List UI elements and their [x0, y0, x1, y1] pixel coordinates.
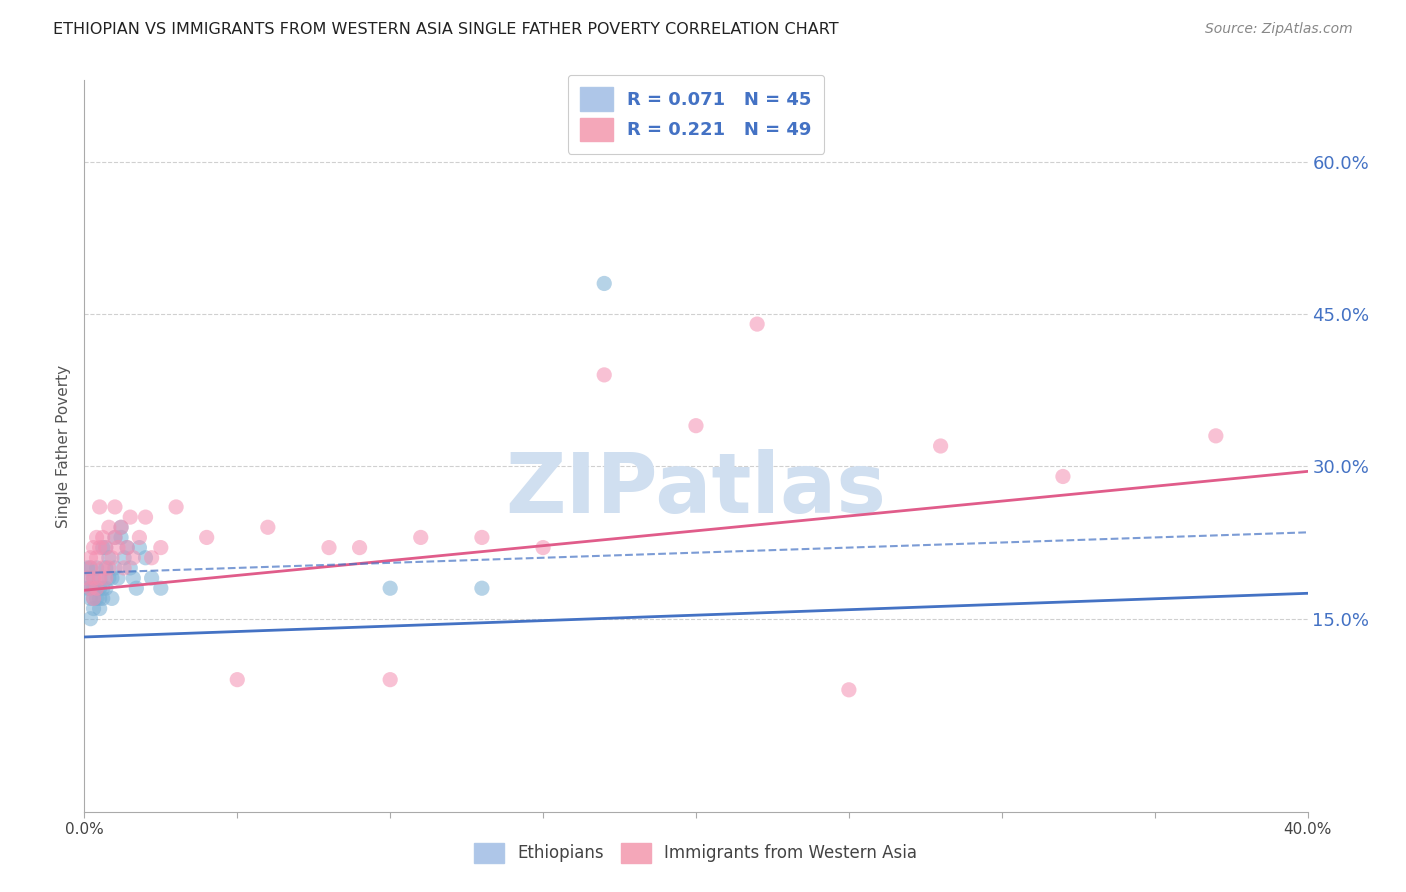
Point: [83, 541, 105, 555]
Point: [86, 581, 108, 595]
Point: [110, 530, 132, 544]
Point: [86, 561, 108, 575]
Point: [101, 571, 124, 585]
Point: [97, 520, 120, 534]
Point: [97, 561, 120, 575]
Point: [83, 591, 105, 606]
Point: [94, 571, 117, 585]
Point: [79, 550, 101, 565]
Point: [89, 581, 111, 595]
Point: [89, 571, 111, 585]
Point: [349, 541, 371, 555]
Point: [83, 591, 105, 606]
Point: [125, 581, 148, 595]
Point: [86, 530, 108, 544]
Point: [838, 682, 860, 697]
Point: [149, 581, 172, 595]
Point: [165, 500, 187, 514]
Point: [115, 541, 138, 555]
Point: [747, 317, 769, 331]
Point: [380, 581, 402, 595]
Point: [101, 550, 124, 565]
Point: [380, 673, 402, 687]
Legend: Ethiopians, Immigrants from Western Asia: Ethiopians, Immigrants from Western Asia: [468, 837, 924, 869]
Point: [101, 591, 124, 606]
Point: [149, 541, 172, 555]
Point: [112, 561, 135, 575]
Point: [195, 530, 218, 544]
Text: Source: ZipAtlas.com: Source: ZipAtlas.com: [1205, 22, 1353, 37]
Text: ETHIOPIAN VS IMMIGRANTS FROM WESTERN ASIA SINGLE FATHER POVERTY CORRELATION CHAR: ETHIOPIAN VS IMMIGRANTS FROM WESTERN ASI…: [53, 22, 839, 37]
Point: [97, 550, 120, 565]
Point: [104, 561, 127, 575]
Point: [83, 601, 105, 615]
Point: [471, 530, 494, 544]
Point: [107, 541, 129, 555]
Point: [83, 571, 105, 585]
Point: [110, 520, 132, 534]
Point: [86, 550, 108, 565]
Point: [79, 581, 101, 595]
Point: [94, 541, 117, 555]
Point: [120, 561, 142, 575]
Point: [531, 541, 554, 555]
Point: [79, 581, 101, 595]
Point: [79, 561, 101, 575]
Point: [1052, 469, 1074, 483]
Point: [76, 581, 98, 595]
Point: [141, 571, 163, 585]
Point: [1205, 429, 1227, 443]
Point: [135, 550, 157, 565]
Point: [107, 571, 129, 585]
Y-axis label: Single Father Poverty: Single Father Poverty: [56, 365, 72, 527]
Point: [89, 601, 111, 615]
Point: [593, 277, 616, 291]
Point: [91, 561, 114, 575]
Point: [89, 500, 111, 514]
Point: [135, 510, 157, 524]
Point: [89, 591, 111, 606]
Point: [97, 571, 120, 585]
Point: [112, 550, 135, 565]
Point: [128, 541, 150, 555]
Point: [122, 571, 145, 585]
Point: [122, 550, 145, 565]
Point: [79, 591, 101, 606]
Point: [86, 581, 108, 595]
Point: [91, 530, 114, 544]
Point: [318, 541, 340, 555]
Point: [120, 510, 142, 524]
Point: [94, 561, 117, 575]
Point: [929, 439, 952, 453]
Point: [76, 561, 98, 575]
Point: [94, 541, 117, 555]
Point: [89, 541, 111, 555]
Point: [76, 571, 98, 585]
Point: [685, 418, 707, 433]
Point: [86, 591, 108, 606]
Point: [91, 581, 114, 595]
Point: [91, 541, 114, 555]
Point: [76, 571, 98, 585]
Point: [141, 550, 163, 565]
Point: [83, 581, 105, 595]
Point: [110, 520, 132, 534]
Point: [257, 520, 280, 534]
Point: [94, 581, 117, 595]
Point: [79, 561, 101, 575]
Point: [91, 591, 114, 606]
Point: [89, 571, 111, 585]
Point: [128, 530, 150, 544]
Text: ZIPatlas: ZIPatlas: [506, 450, 886, 531]
Point: [104, 530, 127, 544]
Point: [104, 530, 127, 544]
Point: [471, 581, 494, 595]
Point: [79, 612, 101, 626]
Point: [226, 673, 249, 687]
Point: [115, 541, 138, 555]
Point: [83, 571, 105, 585]
Point: [409, 530, 432, 544]
Point: [593, 368, 616, 382]
Point: [104, 500, 127, 514]
